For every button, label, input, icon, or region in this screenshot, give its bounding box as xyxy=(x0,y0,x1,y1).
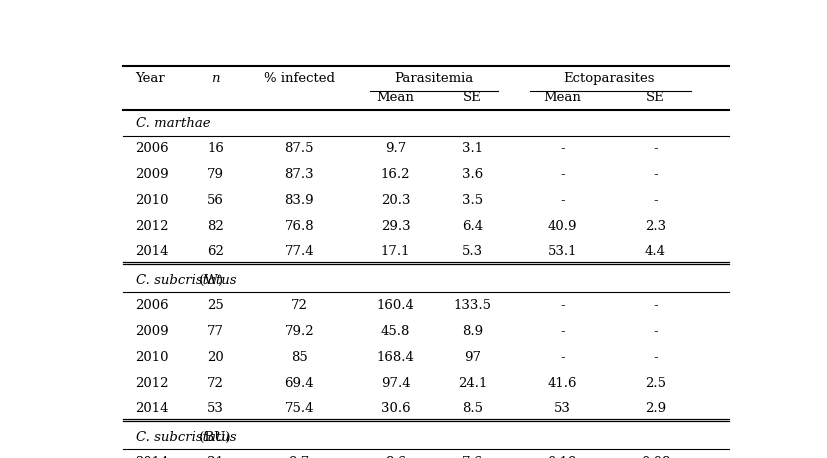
Text: 40.9: 40.9 xyxy=(547,220,576,233)
Text: 29.3: 29.3 xyxy=(380,220,410,233)
Text: 2010: 2010 xyxy=(136,194,169,207)
Text: 41.6: 41.6 xyxy=(547,376,576,390)
Text: 24.1: 24.1 xyxy=(457,376,486,390)
Text: C. subcristatus: C. subcristatus xyxy=(136,273,236,287)
Text: 62: 62 xyxy=(207,245,224,258)
Text: -: - xyxy=(559,142,564,155)
Text: 30.6: 30.6 xyxy=(380,403,410,415)
Text: -: - xyxy=(559,168,564,181)
Text: -: - xyxy=(559,194,564,207)
Text: 75.4: 75.4 xyxy=(284,403,313,415)
Text: 5.3: 5.3 xyxy=(461,245,482,258)
Text: n: n xyxy=(211,72,220,86)
Text: 76.8: 76.8 xyxy=(284,220,313,233)
Text: 82: 82 xyxy=(208,220,224,233)
Text: 53: 53 xyxy=(553,403,570,415)
Text: 17.1: 17.1 xyxy=(380,245,409,258)
Text: Ectoparasites: Ectoparasites xyxy=(562,72,654,86)
Text: 16.2: 16.2 xyxy=(380,168,409,181)
Text: 8.9: 8.9 xyxy=(461,325,482,338)
Text: 2009: 2009 xyxy=(136,168,169,181)
Text: 79: 79 xyxy=(207,168,224,181)
Text: 2.9: 2.9 xyxy=(644,403,665,415)
Text: 0.19: 0.19 xyxy=(547,456,576,458)
Text: 97.4: 97.4 xyxy=(380,376,410,390)
Text: -: - xyxy=(653,194,657,207)
Text: 9.7: 9.7 xyxy=(385,142,405,155)
Text: 77.4: 77.4 xyxy=(284,245,313,258)
Text: Parasitemia: Parasitemia xyxy=(394,72,473,86)
Text: 20: 20 xyxy=(208,351,224,364)
Text: 3.6: 3.6 xyxy=(461,168,482,181)
Text: 2010: 2010 xyxy=(136,351,169,364)
Text: 16: 16 xyxy=(207,142,224,155)
Text: 87.3: 87.3 xyxy=(284,168,313,181)
Text: 7.6: 7.6 xyxy=(461,456,482,458)
Text: 2006: 2006 xyxy=(136,300,169,312)
Text: 2009: 2009 xyxy=(136,325,169,338)
Text: -: - xyxy=(653,168,657,181)
Text: 83.9: 83.9 xyxy=(284,194,313,207)
Text: 133.5: 133.5 xyxy=(453,300,491,312)
Text: Mean: Mean xyxy=(543,91,581,104)
Text: 2014: 2014 xyxy=(136,456,169,458)
Text: 4.4: 4.4 xyxy=(644,245,665,258)
Text: 45.8: 45.8 xyxy=(380,325,409,338)
Text: 87.5: 87.5 xyxy=(284,142,313,155)
Text: 97: 97 xyxy=(463,351,480,364)
Text: 3.1: 3.1 xyxy=(461,142,482,155)
Text: 8.5: 8.5 xyxy=(461,403,482,415)
Text: 53: 53 xyxy=(207,403,224,415)
Text: -: - xyxy=(653,325,657,338)
Text: 2014: 2014 xyxy=(136,403,169,415)
Text: 2.3: 2.3 xyxy=(644,220,665,233)
Text: (BU): (BU) xyxy=(195,431,231,444)
Text: -: - xyxy=(653,142,657,155)
Text: -: - xyxy=(559,300,564,312)
Text: C. subcristatus: C. subcristatus xyxy=(136,431,236,444)
Text: -: - xyxy=(653,300,657,312)
Text: 53.1: 53.1 xyxy=(547,245,576,258)
Text: 160.4: 160.4 xyxy=(376,300,414,312)
Text: 56: 56 xyxy=(207,194,224,207)
Text: 31: 31 xyxy=(207,456,224,458)
Text: C. marthae: C. marthae xyxy=(136,117,210,130)
Text: -: - xyxy=(559,325,564,338)
Text: 72: 72 xyxy=(290,300,308,312)
Text: 79.2: 79.2 xyxy=(284,325,313,338)
Text: 2012: 2012 xyxy=(136,220,169,233)
Text: 20.3: 20.3 xyxy=(380,194,409,207)
Text: 9.7: 9.7 xyxy=(289,456,309,458)
Text: (W): (W) xyxy=(195,273,223,287)
Text: 3.5: 3.5 xyxy=(461,194,482,207)
Text: % infected: % infected xyxy=(264,72,334,86)
Text: 25: 25 xyxy=(208,300,224,312)
Text: 2014: 2014 xyxy=(136,245,169,258)
Text: 69.4: 69.4 xyxy=(284,376,313,390)
Text: 8.6: 8.6 xyxy=(385,456,405,458)
Text: 168.4: 168.4 xyxy=(376,351,414,364)
Text: 85: 85 xyxy=(290,351,307,364)
Text: Year: Year xyxy=(136,72,165,86)
Text: -: - xyxy=(653,351,657,364)
Text: Mean: Mean xyxy=(376,91,414,104)
Text: 0.08: 0.08 xyxy=(640,456,669,458)
Text: -: - xyxy=(559,351,564,364)
Text: 2012: 2012 xyxy=(136,376,169,390)
Text: 2.5: 2.5 xyxy=(644,376,665,390)
Text: 6.4: 6.4 xyxy=(461,220,482,233)
Text: 72: 72 xyxy=(207,376,224,390)
Text: 77: 77 xyxy=(207,325,224,338)
Text: SE: SE xyxy=(462,91,481,104)
Text: SE: SE xyxy=(645,91,664,104)
Text: 2006: 2006 xyxy=(136,142,169,155)
